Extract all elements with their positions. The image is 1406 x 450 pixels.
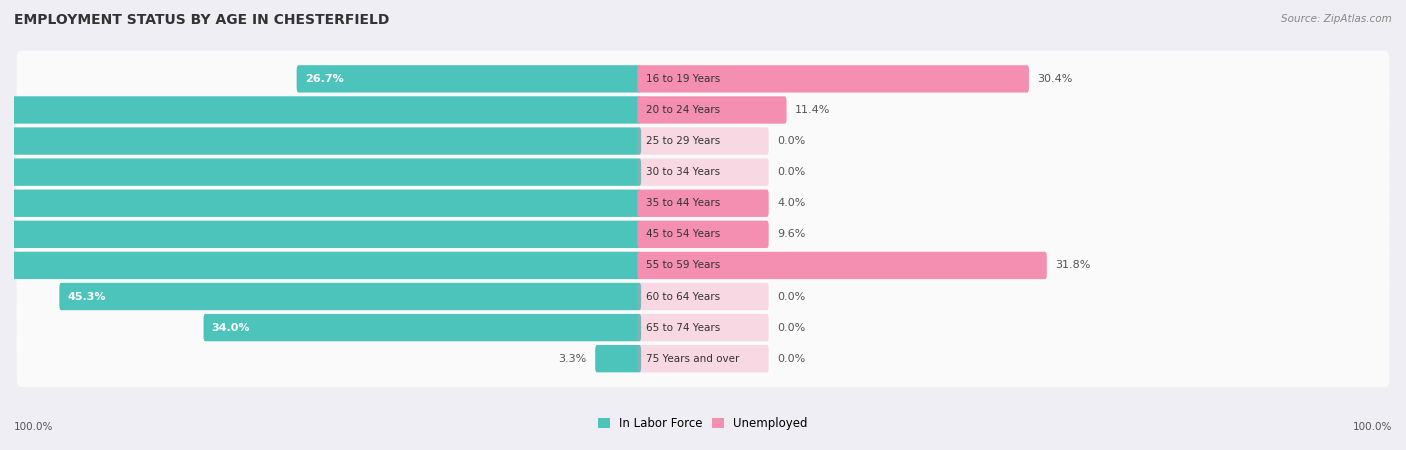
FancyBboxPatch shape bbox=[17, 175, 1389, 231]
Text: 30.4%: 30.4% bbox=[1038, 74, 1073, 84]
FancyBboxPatch shape bbox=[204, 314, 641, 341]
Text: 3.3%: 3.3% bbox=[558, 354, 586, 364]
FancyBboxPatch shape bbox=[637, 96, 786, 124]
FancyBboxPatch shape bbox=[0, 189, 641, 217]
FancyBboxPatch shape bbox=[637, 252, 1047, 279]
FancyBboxPatch shape bbox=[637, 314, 769, 341]
FancyBboxPatch shape bbox=[17, 82, 1389, 138]
FancyBboxPatch shape bbox=[17, 144, 1389, 200]
FancyBboxPatch shape bbox=[17, 113, 1389, 169]
Text: 60 to 64 Years: 60 to 64 Years bbox=[645, 292, 720, 302]
Text: 16 to 19 Years: 16 to 19 Years bbox=[645, 74, 720, 84]
Legend: In Labor Force, Unemployed: In Labor Force, Unemployed bbox=[593, 412, 813, 435]
FancyBboxPatch shape bbox=[595, 345, 641, 372]
Text: 11.4%: 11.4% bbox=[794, 105, 830, 115]
Text: 20 to 24 Years: 20 to 24 Years bbox=[645, 105, 720, 115]
FancyBboxPatch shape bbox=[0, 96, 641, 124]
Text: Source: ZipAtlas.com: Source: ZipAtlas.com bbox=[1281, 14, 1392, 23]
FancyBboxPatch shape bbox=[17, 237, 1389, 294]
Text: 4.0%: 4.0% bbox=[778, 198, 806, 208]
Text: 25 to 29 Years: 25 to 29 Years bbox=[645, 136, 720, 146]
Text: 26.7%: 26.7% bbox=[305, 74, 343, 84]
Text: 35 to 44 Years: 35 to 44 Years bbox=[645, 198, 720, 208]
Text: 65 to 74 Years: 65 to 74 Years bbox=[645, 323, 720, 333]
Text: EMPLOYMENT STATUS BY AGE IN CHESTERFIELD: EMPLOYMENT STATUS BY AGE IN CHESTERFIELD bbox=[14, 14, 389, 27]
FancyBboxPatch shape bbox=[297, 65, 641, 93]
FancyBboxPatch shape bbox=[0, 252, 641, 279]
Text: 75 Years and over: 75 Years and over bbox=[645, 354, 740, 364]
Text: 9.6%: 9.6% bbox=[778, 230, 806, 239]
FancyBboxPatch shape bbox=[17, 330, 1389, 387]
Text: 0.0%: 0.0% bbox=[778, 136, 806, 146]
FancyBboxPatch shape bbox=[17, 299, 1389, 356]
FancyBboxPatch shape bbox=[17, 50, 1389, 107]
FancyBboxPatch shape bbox=[17, 206, 1389, 263]
FancyBboxPatch shape bbox=[0, 127, 641, 155]
FancyBboxPatch shape bbox=[59, 283, 641, 310]
FancyBboxPatch shape bbox=[637, 158, 769, 186]
Text: 100.0%: 100.0% bbox=[1353, 422, 1392, 432]
Text: 30 to 34 Years: 30 to 34 Years bbox=[645, 167, 720, 177]
Text: 0.0%: 0.0% bbox=[778, 323, 806, 333]
Text: 0.0%: 0.0% bbox=[778, 167, 806, 177]
Text: 100.0%: 100.0% bbox=[14, 422, 53, 432]
Text: 45.3%: 45.3% bbox=[67, 292, 105, 302]
FancyBboxPatch shape bbox=[0, 158, 641, 186]
FancyBboxPatch shape bbox=[637, 283, 769, 310]
Text: 0.0%: 0.0% bbox=[778, 354, 806, 364]
Text: 55 to 59 Years: 55 to 59 Years bbox=[645, 261, 720, 270]
Text: 31.8%: 31.8% bbox=[1054, 261, 1091, 270]
Text: 34.0%: 34.0% bbox=[212, 323, 250, 333]
FancyBboxPatch shape bbox=[637, 189, 769, 217]
FancyBboxPatch shape bbox=[0, 220, 641, 248]
FancyBboxPatch shape bbox=[637, 65, 1029, 93]
FancyBboxPatch shape bbox=[637, 345, 769, 372]
FancyBboxPatch shape bbox=[637, 220, 769, 248]
Text: 45 to 54 Years: 45 to 54 Years bbox=[645, 230, 720, 239]
FancyBboxPatch shape bbox=[17, 268, 1389, 325]
Text: 0.0%: 0.0% bbox=[778, 292, 806, 302]
FancyBboxPatch shape bbox=[637, 127, 769, 155]
